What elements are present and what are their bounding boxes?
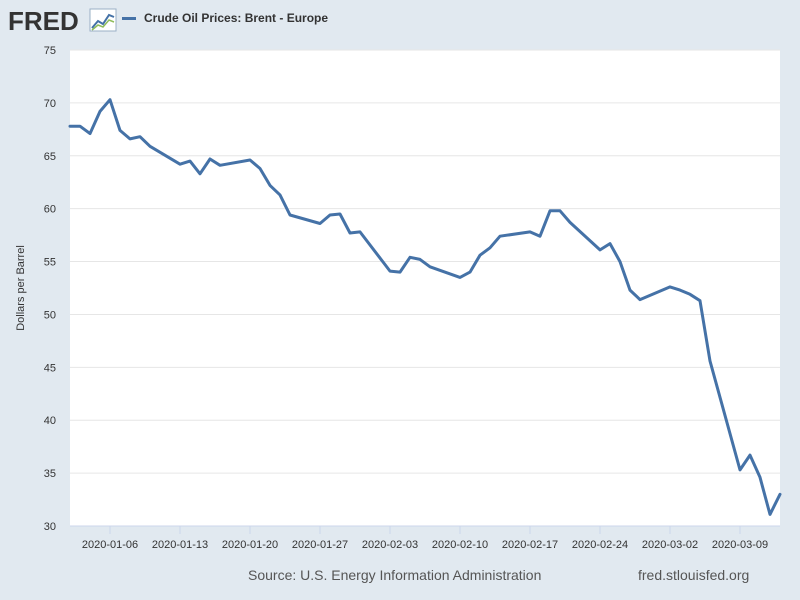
x-tick-label: 2020-02-24 — [572, 539, 628, 551]
fred-logo-chart-icon — [89, 8, 117, 32]
y-tick-label: 30 — [44, 521, 56, 533]
y-tick-label: 40 — [44, 415, 56, 427]
x-tick-label: 2020-01-27 — [292, 539, 348, 551]
legend-label[interactable]: Crude Oil Prices: Brent - Europe — [144, 11, 329, 25]
y-axis-ticks: 30 35 40 45 50 55 60 65 70 75 — [44, 45, 56, 533]
x-tick-label: 2020-02-10 — [432, 539, 488, 551]
x-tick-label: 2020-02-03 — [362, 539, 418, 551]
series-line — [68, 98, 782, 516]
legend-line-swatch — [122, 17, 136, 20]
y-tick-label: 65 — [44, 151, 56, 163]
x-tick-label: 2020-01-13 — [152, 539, 208, 551]
y-tick-label: 70 — [44, 98, 56, 110]
fred-logo[interactable]: FRED — [8, 3, 118, 35]
fred-logo-text: FRED — [8, 6, 79, 35]
y-axis-title: Dollars per Barrel — [15, 245, 27, 331]
plot-area — [70, 50, 780, 526]
x-tick-label: 2020-02-17 — [502, 539, 558, 551]
x-tick-label: 2020-03-09 — [712, 539, 768, 551]
footer-source: Source: U.S. Energy Information Administ… — [248, 567, 542, 583]
x-tick-label: 2020-01-20 — [222, 539, 278, 551]
y-tick-label: 50 — [44, 309, 56, 321]
x-tick-label: 2020-03-02 — [642, 539, 698, 551]
y-tick-label: 55 — [44, 257, 56, 269]
x-tick-label: 2020-01-06 — [82, 539, 138, 551]
chart-header: FRED Crude Oil Prices: Brent - Europe — [0, 0, 800, 44]
footer-site-link[interactable]: fred.stlouisfed.org — [638, 567, 750, 583]
x-axis-ticks: 2020-01-06 2020-01-13 2020-01-20 2020-01-27… — [82, 526, 768, 551]
y-tick-label: 45 — [44, 362, 56, 374]
y-tick-label: 60 — [44, 204, 56, 216]
y-tick-label: 35 — [44, 468, 56, 480]
y-tick-label: 75 — [44, 45, 56, 57]
